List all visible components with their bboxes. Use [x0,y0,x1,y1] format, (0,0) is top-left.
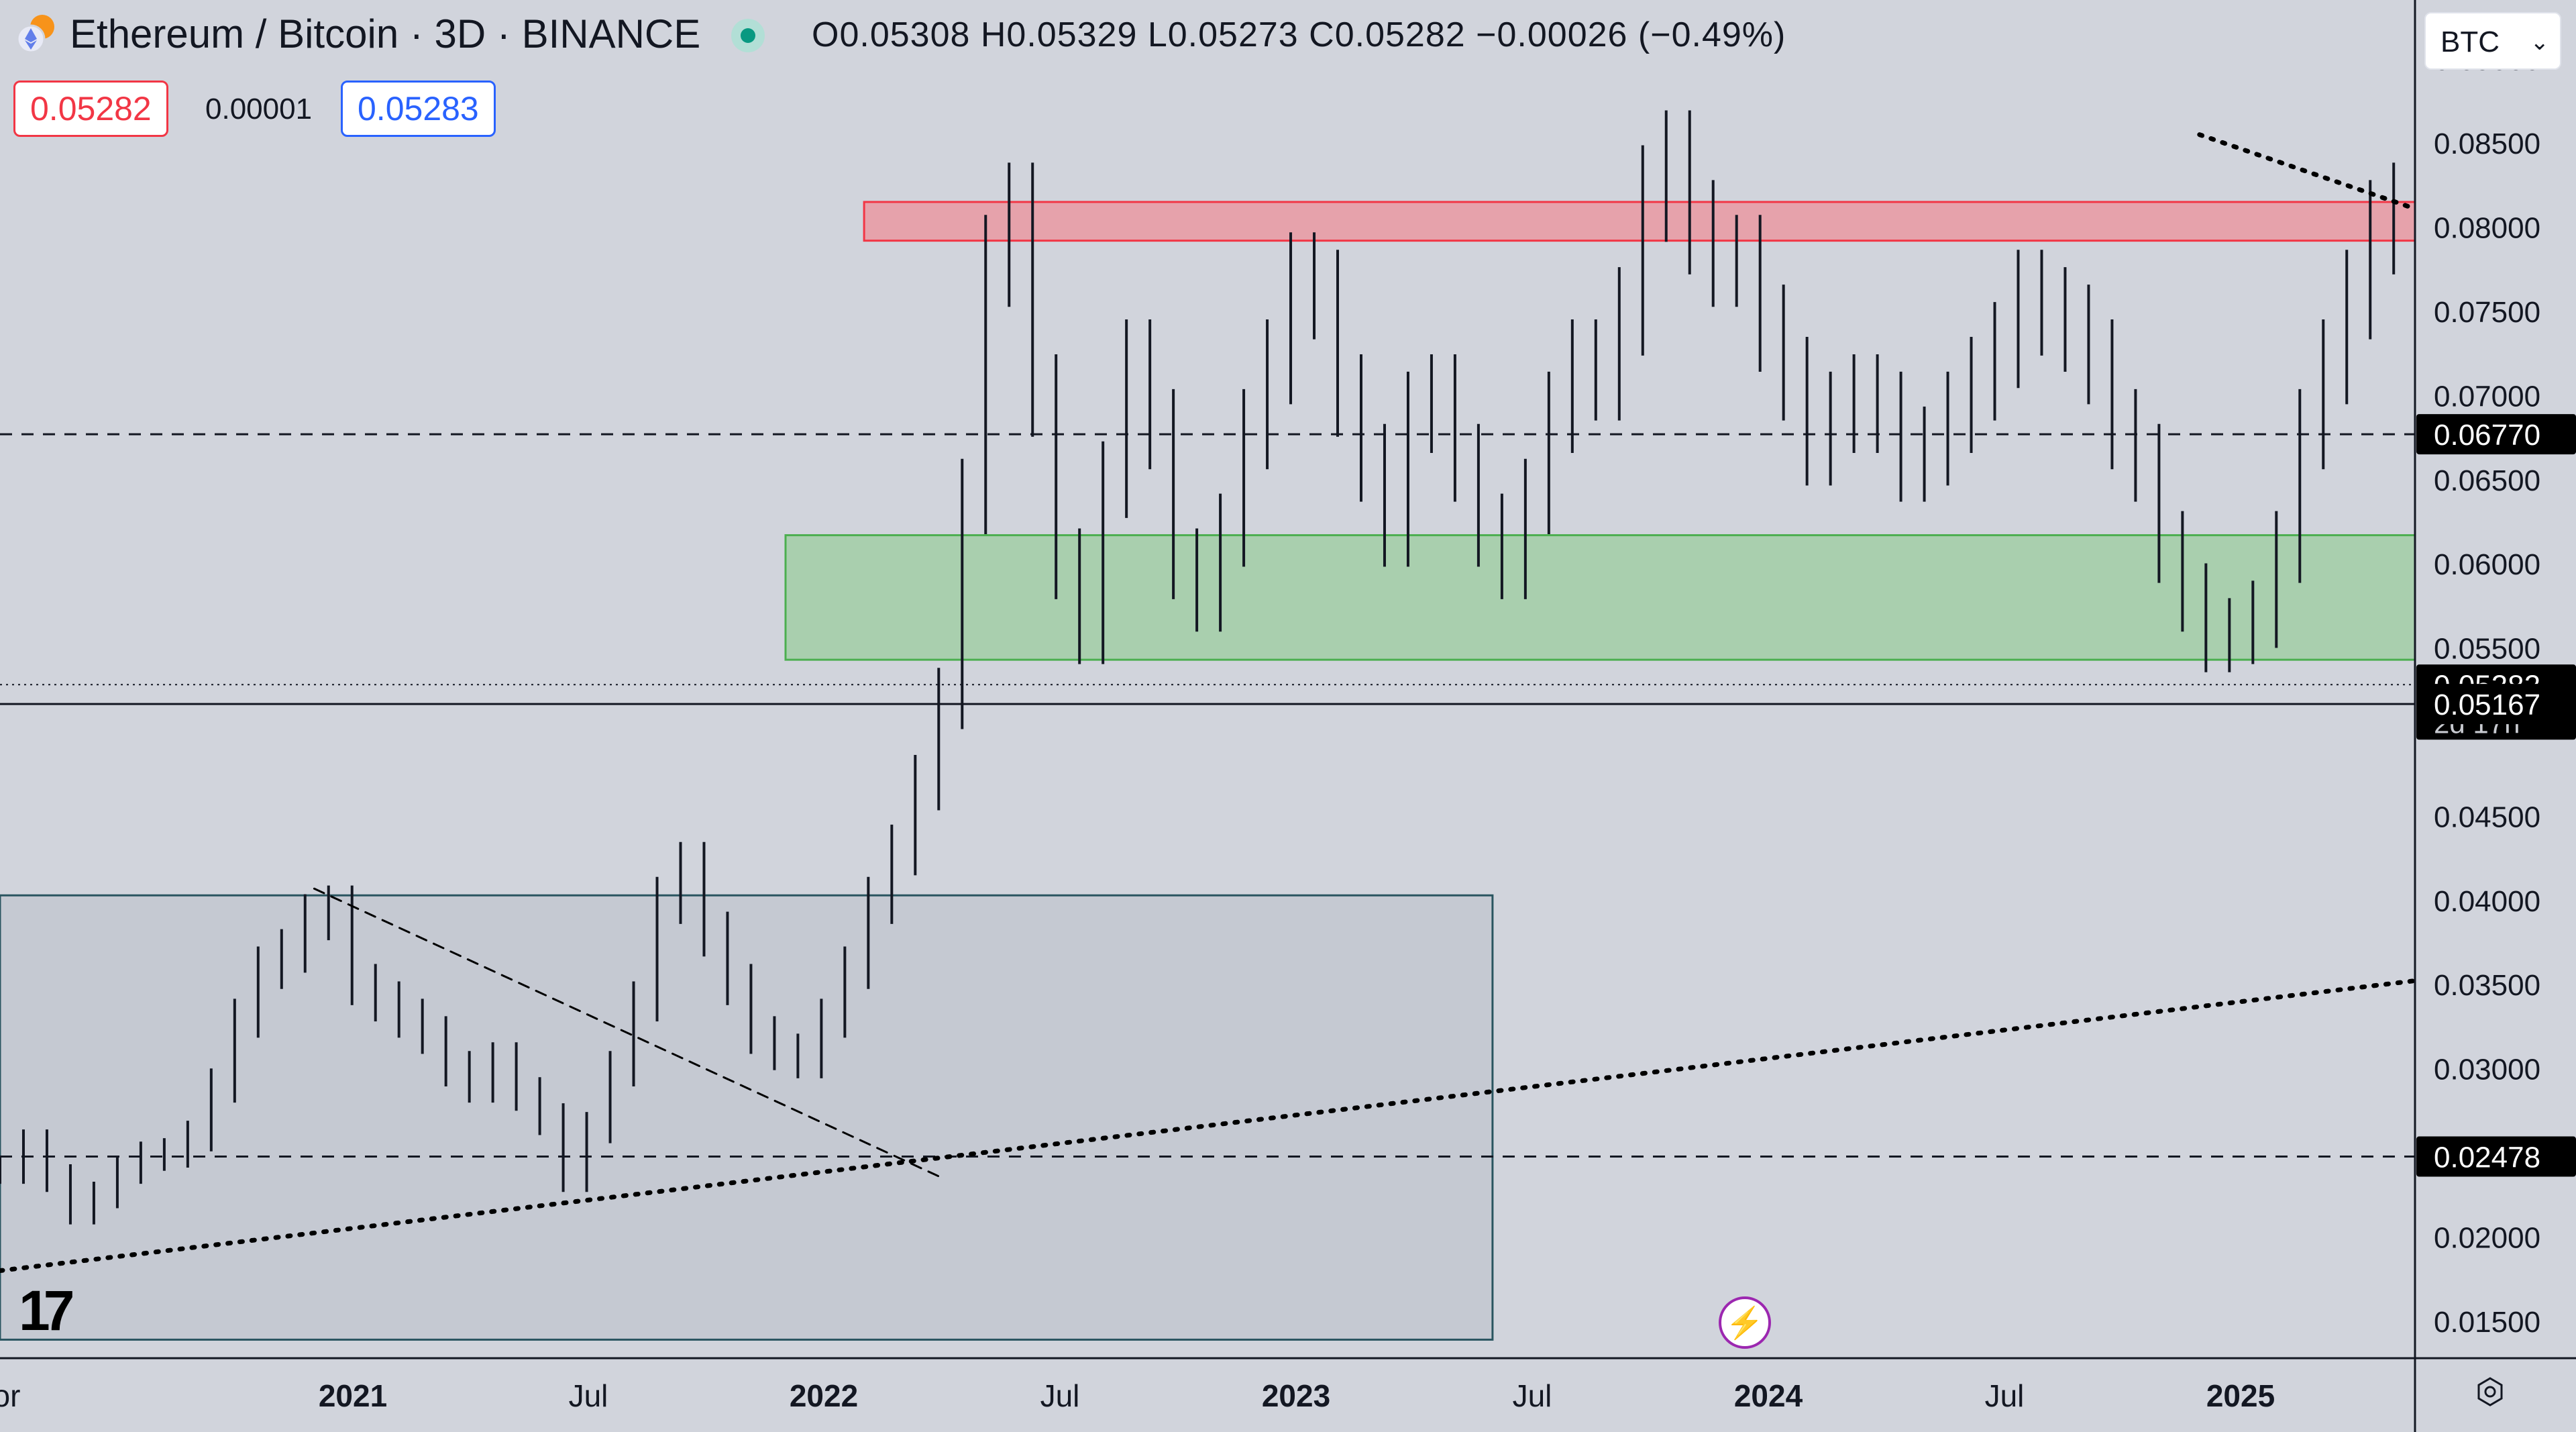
tradingview-logo[interactable]: 17 [19,1279,74,1342]
zone-resistance [863,201,2576,242]
time-axis-ticks: or 2021 Jul 2022 Jul 2023 Jul 2024 Jul 2025 [0,1378,2275,1413]
price-tick: 0.02000 [2434,1221,2540,1254]
lightning-icon[interactable]: ⚡ [1719,1296,1771,1349]
time-tick: Jul [1040,1378,1080,1413]
time-tick: Jul [569,1378,608,1413]
time-tick: Jul [1985,1378,2025,1413]
price-tick: 0.07500 [2434,296,2540,329]
time-tick: 2025 [2206,1378,2275,1413]
price-label: 0.06770 [2434,419,2540,452]
time-tick: 2022 [790,1378,858,1413]
price-tick: 0.03000 [2434,1054,2540,1086]
trendline-1 [0,959,2576,1274]
price-tick: 0.01500 [2434,1306,2540,1339]
price-label-box [2416,414,2576,455]
price-tick: 0.07000 [2434,380,2540,413]
price-tick: 0.06000 [2434,548,2540,581]
spread-value: 0.00001 [205,93,313,125]
price-tick: 0.03500 [2434,969,2540,1002]
ohlc-values: O0.05308 H0.05329 L0.05273 C0.05282 −0.0… [812,15,1786,54]
time-tick: 2024 [1734,1378,1803,1413]
zone-support [784,534,2576,661]
time-tick: 2021 [319,1378,387,1413]
currency-label: BTC [2440,25,2500,58]
trendline-2 [313,887,944,1180]
price-label: 0.02478 [2434,1141,2540,1174]
gear-icon[interactable] [2474,1376,2506,1408]
price-tick: 0.08000 [2434,212,2540,245]
time-tick: 2023 [1262,1378,1330,1413]
time-tick: Jul [1513,1378,1552,1413]
zone-layer [0,201,2576,1341]
market-status-icon[interactable] [731,19,765,52]
price-tick: 0.04000 [2434,885,2540,918]
price-tick: 0.06500 [2434,464,2540,497]
time-tick: or [0,1378,20,1413]
price-tick: 0.08500 [2434,127,2540,160]
symbol-title[interactable]: Ethereum / Bitcoin · 3D · BINANCE [70,11,701,56]
price-axis-ticks: 0.090000.085000.080000.075000.070000.065… [2434,44,2540,1339]
sell-button[interactable]: 0.05282 [13,81,168,137]
price-label-box [2416,684,2576,725]
chevron-down-icon: ⌄ [2530,30,2550,55]
symbol-logo-icon [12,12,59,59]
price-tick: 0.04500 [2434,801,2540,833]
zone-accumulation-box [0,894,1494,1341]
price-tick: 0.05500 [2434,633,2540,666]
horizontal-lines [0,433,2415,1158]
price-label-box [2416,1136,2576,1177]
buy-button[interactable]: 0.05283 [341,81,496,137]
currency-select[interactable]: BTC ⌄ [2424,12,2561,70]
price-label: 0.05167 [2434,688,2540,721]
